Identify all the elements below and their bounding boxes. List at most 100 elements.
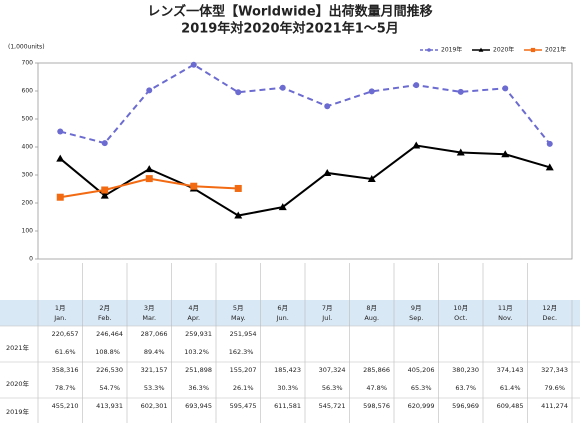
point (56, 154, 65, 162)
table-value: 155,207 (230, 366, 257, 374)
legend-label: 2019年 (441, 46, 462, 54)
point (324, 103, 331, 110)
table-month: 5月 (233, 304, 244, 312)
table-value: 251,954 (230, 330, 257, 338)
y-tick-label: 500 (22, 116, 34, 123)
series-line (59, 63, 551, 145)
table-month-en: May. (231, 314, 246, 322)
table-value: 455,210 (52, 402, 79, 410)
point (546, 140, 553, 147)
table-ratio: 61.4% (500, 384, 521, 392)
table-month: 4月 (188, 304, 199, 312)
table-ratio: 65.3% (411, 384, 432, 392)
table-ratio: 162.3% (229, 348, 254, 356)
table-value: 287,066 (141, 330, 168, 338)
table-value: 595,475 (230, 402, 257, 410)
table-month: 6月 (277, 304, 288, 312)
table-value: 598,576 (363, 402, 390, 410)
table-value: 321,157 (141, 366, 168, 374)
table-month: 8月 (366, 304, 377, 312)
y-tick-label: 700 (22, 60, 34, 67)
table-value: 374,143 (497, 366, 524, 374)
table-value: 246,464 (96, 330, 123, 338)
table-ratio: 89.4% (144, 348, 165, 356)
table-month-en: Dec. (542, 314, 557, 322)
table-ratio: 36.3% (188, 384, 209, 392)
y-tick-label: 400 (22, 144, 34, 151)
plot-frame (37, 62, 573, 260)
point (57, 128, 64, 135)
table-month-en: Jun. (276, 314, 289, 322)
table-ratio: 108.8% (95, 348, 120, 356)
table-month-en: Sep. (409, 314, 423, 322)
table-ratio: 56.3% (322, 384, 343, 392)
table-ratio: 26.1% (233, 384, 254, 392)
table-month: 12月 (542, 304, 557, 312)
point (101, 140, 108, 147)
table-ratio: 53.3% (144, 384, 165, 392)
table-row-label: 2020年 (6, 379, 30, 388)
table-value: 259,931 (185, 330, 212, 338)
point (56, 193, 64, 201)
table-value: 327,343 (541, 366, 568, 374)
point (279, 84, 286, 91)
table-month: 10月 (453, 304, 468, 312)
table-month: 3月 (144, 304, 155, 312)
table-ratio: 79.6% (544, 384, 565, 392)
table-value: 307,324 (319, 366, 346, 374)
table-value: 596,969 (452, 402, 479, 410)
y-tick-label: 600 (22, 88, 34, 95)
table-month-en: Oct. (454, 314, 467, 322)
table-value: 405,206 (408, 366, 435, 374)
chart-subtitle: 2019年対2020年対2021年1～5月 (181, 21, 399, 37)
y-tick-label: 0 (29, 256, 33, 263)
chart-title: レンズ一体型【Worldwide】出荷数量月間推移 (147, 4, 432, 20)
table-month: 7月 (322, 304, 333, 312)
table-value: 380,230 (452, 366, 479, 374)
point (235, 89, 242, 96)
table-ratio: 30.3% (277, 384, 298, 392)
table-month-en: Jan. (53, 314, 66, 322)
table-month: 11月 (498, 304, 513, 312)
point (190, 61, 197, 68)
point (323, 168, 332, 176)
legend-marker (530, 47, 536, 53)
table-value: 545,721 (319, 402, 346, 410)
table-value: 358,316 (52, 366, 79, 374)
table-month-en: Jul. (321, 314, 332, 322)
legend-marker (427, 48, 431, 52)
legend-marker (478, 47, 484, 52)
point (412, 141, 421, 149)
table-ratio: 78.7% (55, 384, 76, 392)
point (501, 150, 510, 158)
table-value: 609,485 (497, 402, 524, 410)
table-month: 1月 (55, 304, 66, 312)
point (457, 88, 464, 95)
point (100, 191, 109, 199)
point (146, 87, 153, 94)
point (545, 163, 554, 171)
legend-label: 2021年 (545, 46, 566, 54)
table-value: 226,530 (96, 366, 123, 374)
point (413, 82, 420, 89)
point (234, 211, 243, 219)
legend-label: 2020年 (493, 46, 514, 54)
table-value: 411,274 (541, 402, 568, 410)
table-ratio: 47.8% (366, 384, 387, 392)
point (145, 165, 154, 173)
table-value: 620,999 (408, 402, 435, 410)
table-value: 413,931 (96, 402, 123, 410)
table-ratio: 61.6% (55, 348, 76, 356)
point (367, 174, 376, 182)
table-value: 693,945 (185, 402, 212, 410)
y-unit: (1,000units) (8, 44, 45, 51)
table-ratio: 54.7% (99, 384, 120, 392)
table-value: 611,581 (274, 402, 301, 410)
y-tick-label: 100 (22, 228, 34, 235)
point (456, 148, 465, 156)
table-month-en: Feb. (98, 314, 112, 322)
table-month-en: Aug. (364, 314, 379, 322)
table-month: 2月 (99, 304, 110, 312)
table-value: 251,898 (185, 366, 212, 374)
